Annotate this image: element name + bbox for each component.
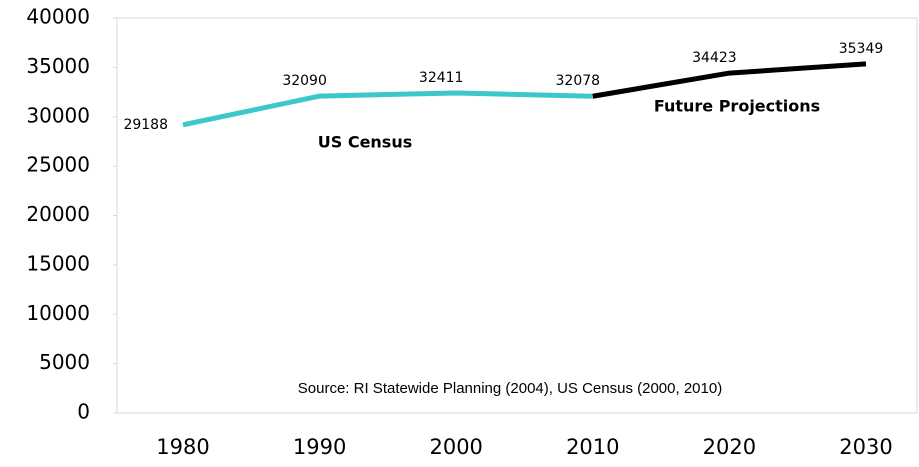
line-series — [182, 90, 593, 128]
data-label: 34423 — [692, 50, 737, 66]
data-label: 32090 — [282, 73, 327, 89]
y-tick-label: 40000 — [26, 5, 90, 29]
x-tick-label: 2010 — [566, 435, 619, 459]
data-label: 29188 — [123, 117, 168, 133]
series-annotation: Future Projections — [654, 97, 820, 116]
y-tick-label: 15000 — [26, 251, 90, 275]
y-tick-label: 35000 — [26, 54, 90, 78]
x-tick-label: 2030 — [839, 435, 892, 459]
y-tick-label: 5000 — [39, 350, 90, 374]
source-note: Source: RI Statewide Planning (2004), US… — [298, 380, 722, 397]
x-tick-label: 2020 — [703, 435, 756, 459]
y-tick-label: 0 — [77, 400, 90, 424]
x-tick-label: 1980 — [156, 435, 209, 459]
data-label: 32411 — [419, 70, 464, 86]
x-tick-label: 1990 — [293, 435, 346, 459]
y-tick-label: 30000 — [26, 103, 90, 127]
y-tick-label: 10000 — [26, 301, 90, 325]
data-label: 32078 — [556, 73, 601, 89]
plot-frame — [116, 17, 918, 414]
x-tick-label: 2000 — [429, 435, 482, 459]
y-tick-label: 20000 — [26, 202, 90, 226]
series-annotation: US Census — [318, 133, 413, 152]
data-label: 35349 — [839, 41, 884, 57]
y-tick-label: 25000 — [26, 153, 90, 177]
line-series — [592, 61, 867, 99]
